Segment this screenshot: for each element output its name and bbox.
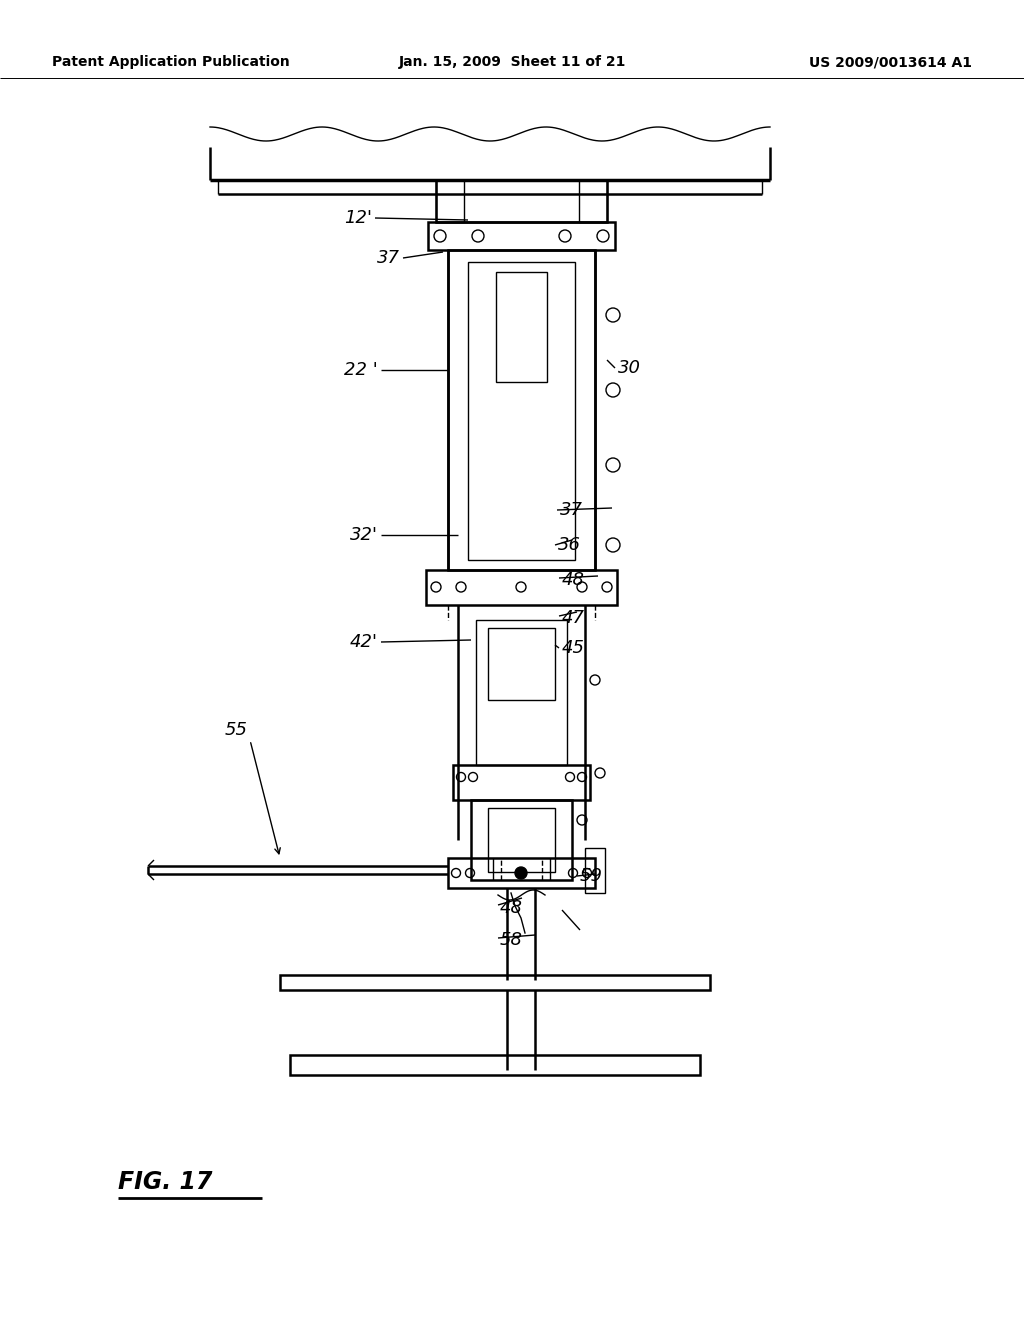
Text: 12': 12' bbox=[344, 209, 372, 227]
Bar bbox=[449, 249, 595, 570]
Bar bbox=[471, 800, 572, 880]
Bar bbox=[585, 847, 605, 894]
Text: 37: 37 bbox=[560, 502, 583, 519]
Text: 45: 45 bbox=[562, 639, 585, 657]
Bar bbox=[428, 222, 615, 249]
Text: 36: 36 bbox=[558, 536, 581, 554]
Bar bbox=[488, 808, 555, 873]
Text: 42': 42' bbox=[350, 634, 378, 651]
Bar bbox=[488, 628, 555, 700]
Text: 30: 30 bbox=[618, 359, 641, 378]
Text: 37: 37 bbox=[377, 249, 400, 267]
Text: 22 ': 22 ' bbox=[344, 360, 378, 379]
Bar bbox=[280, 975, 710, 990]
Bar bbox=[290, 1055, 700, 1074]
Bar bbox=[453, 766, 590, 800]
Text: 48: 48 bbox=[500, 899, 523, 917]
Circle shape bbox=[515, 867, 527, 879]
Bar bbox=[426, 570, 617, 605]
Text: Patent Application Publication: Patent Application Publication bbox=[52, 55, 290, 69]
Text: 32': 32' bbox=[350, 525, 378, 544]
Text: 55: 55 bbox=[225, 721, 248, 739]
Text: FIG. 17: FIG. 17 bbox=[118, 1170, 213, 1195]
Text: 58: 58 bbox=[500, 931, 523, 949]
Bar bbox=[579, 180, 607, 222]
Bar bbox=[449, 858, 595, 888]
Text: 48: 48 bbox=[562, 572, 585, 589]
Text: 59: 59 bbox=[580, 867, 603, 884]
Bar bbox=[468, 261, 575, 560]
Bar bbox=[436, 180, 464, 222]
Bar bbox=[476, 620, 567, 766]
Text: US 2009/0013614 A1: US 2009/0013614 A1 bbox=[809, 55, 972, 69]
Bar bbox=[496, 272, 547, 381]
Text: 47: 47 bbox=[562, 609, 585, 627]
Text: Jan. 15, 2009  Sheet 11 of 21: Jan. 15, 2009 Sheet 11 of 21 bbox=[398, 55, 626, 69]
Bar bbox=[436, 180, 607, 222]
